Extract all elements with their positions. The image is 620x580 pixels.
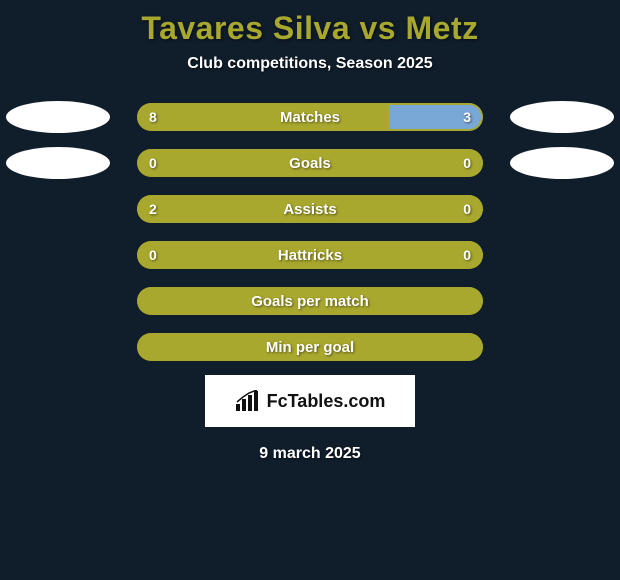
- comparison-row: Min per goal: [0, 333, 620, 361]
- brand-badge: FcTables.com: [205, 375, 415, 427]
- team-badge-right: [510, 147, 614, 179]
- bar-segment-left: [137, 149, 483, 177]
- comparison-row: 00Goals: [0, 149, 620, 177]
- stat-bar: Goals per match: [137, 287, 483, 315]
- brand-text: FcTables.com: [267, 391, 386, 412]
- comparison-row: 83Matches: [0, 103, 620, 131]
- bar-segment-left: [137, 103, 389, 131]
- team-badge-left: [6, 147, 110, 179]
- value-left: 2: [149, 195, 157, 223]
- comparison-rows: 83Matches00Goals20Assists00HattricksGoal…: [0, 103, 620, 361]
- date-text: 9 march 2025: [259, 445, 360, 463]
- bar-segment-left: [137, 333, 483, 361]
- value-left: 0: [149, 149, 157, 177]
- team-badge-right: [510, 101, 614, 133]
- bar-segment-left: [137, 241, 483, 269]
- comparison-row: Goals per match: [0, 287, 620, 315]
- bars-icon: [235, 390, 261, 412]
- bar-segment-left: [137, 195, 483, 223]
- value-right: 3: [463, 103, 471, 131]
- stat-bar: 20Assists: [137, 195, 483, 223]
- value-right: 0: [463, 149, 471, 177]
- content: Tavares Silva vs Metz Club competitions,…: [0, 0, 620, 580]
- comparison-row: 00Hattricks: [0, 241, 620, 269]
- page-title: Tavares Silva vs Metz: [141, 10, 478, 47]
- value-right: 0: [463, 195, 471, 223]
- value-left: 8: [149, 103, 157, 131]
- bar-segment-left: [137, 287, 483, 315]
- comparison-row: 20Assists: [0, 195, 620, 223]
- stat-bar: 83Matches: [137, 103, 483, 131]
- page-subtitle: Club competitions, Season 2025: [187, 55, 432, 73]
- value-right: 0: [463, 241, 471, 269]
- stat-bar: 00Goals: [137, 149, 483, 177]
- stat-bar: 00Hattricks: [137, 241, 483, 269]
- team-badge-left: [6, 101, 110, 133]
- value-left: 0: [149, 241, 157, 269]
- stat-bar: Min per goal: [137, 333, 483, 361]
